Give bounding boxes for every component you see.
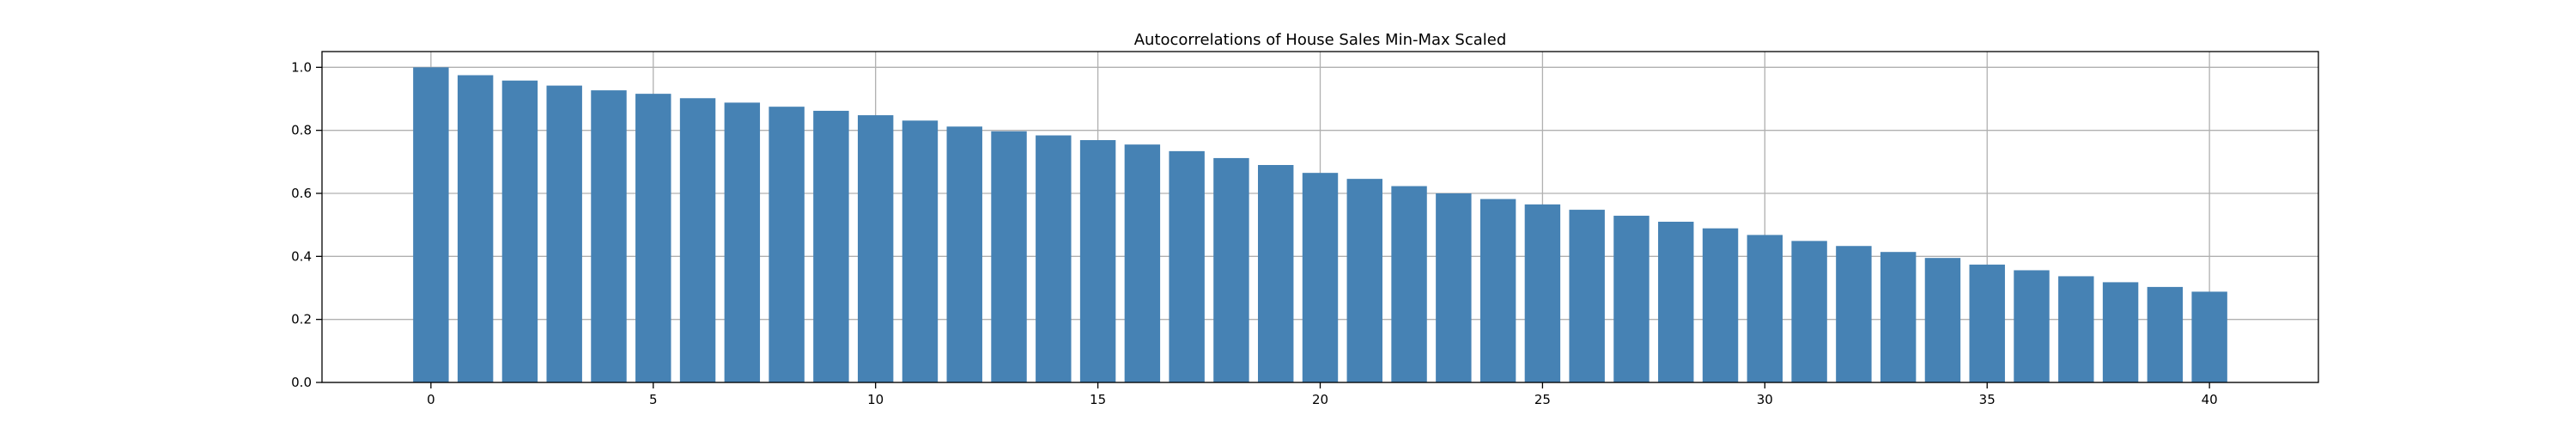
x-tick-label: 0 bbox=[427, 392, 435, 407]
bar-lag-14 bbox=[1036, 135, 1072, 383]
x-tick-label: 30 bbox=[1757, 392, 1773, 407]
bar-lag-21 bbox=[1346, 179, 1382, 382]
bar-lag-2 bbox=[501, 80, 538, 382]
bar-lag-1 bbox=[457, 75, 494, 382]
y-tick-label: 0.0 bbox=[291, 375, 312, 390]
bar-lag-20 bbox=[1302, 173, 1339, 382]
bar-lag-40 bbox=[2191, 291, 2227, 382]
x-tick-label: 5 bbox=[649, 392, 658, 407]
bar-lag-27 bbox=[1613, 216, 1649, 382]
bar-lag-34 bbox=[1924, 258, 1961, 382]
y-tick-label: 1.0 bbox=[291, 59, 312, 75]
y-tick-label: 0.2 bbox=[291, 312, 312, 327]
bar-lag-4 bbox=[591, 90, 627, 382]
bar-lag-13 bbox=[991, 131, 1027, 382]
x-tick-label: 25 bbox=[1534, 392, 1551, 407]
bar-lag-18 bbox=[1213, 157, 1249, 382]
bar-lag-0 bbox=[413, 67, 449, 382]
bar-lag-31 bbox=[1791, 241, 1827, 382]
bar-lag-39 bbox=[2147, 286, 2184, 382]
y-tick-label: 0.8 bbox=[291, 123, 312, 138]
bar-lag-33 bbox=[1880, 252, 1917, 382]
bar-lag-15 bbox=[1079, 140, 1116, 383]
bar-lag-35 bbox=[1969, 264, 2005, 382]
bar-lag-37 bbox=[2058, 276, 2094, 382]
bar-lag-17 bbox=[1169, 150, 1205, 382]
bar-lag-38 bbox=[2102, 282, 2139, 382]
x-tick-label: 40 bbox=[2202, 392, 2218, 407]
bar-lag-16 bbox=[1124, 144, 1161, 382]
bar-lag-30 bbox=[1747, 235, 1783, 382]
x-tick-label: 20 bbox=[1312, 392, 1328, 407]
bar-lag-5 bbox=[635, 94, 671, 382]
y-tick-label: 0.4 bbox=[291, 248, 312, 264]
bar-lag-24 bbox=[1479, 199, 1516, 382]
bar-lag-8 bbox=[769, 107, 805, 383]
bar-lag-12 bbox=[946, 126, 982, 382]
bar-lag-26 bbox=[1569, 210, 1605, 382]
x-tick-label: 35 bbox=[1979, 392, 1996, 407]
bar-lag-36 bbox=[2014, 270, 2050, 382]
y-tick-label: 0.6 bbox=[291, 186, 312, 201]
bar-lag-25 bbox=[1524, 204, 1561, 382]
bar-lag-3 bbox=[546, 85, 582, 382]
bar-lag-32 bbox=[1836, 246, 1872, 382]
bar-lag-11 bbox=[902, 120, 939, 383]
bar-lag-23 bbox=[1436, 193, 1472, 382]
bar-lag-7 bbox=[724, 102, 761, 383]
bar-lag-28 bbox=[1658, 222, 1694, 382]
bar-lag-10 bbox=[857, 115, 894, 383]
bar-lag-9 bbox=[813, 110, 849, 382]
x-tick-label: 15 bbox=[1090, 392, 1106, 407]
bars bbox=[413, 67, 2227, 383]
bar-lag-19 bbox=[1258, 165, 1294, 382]
chart-title: Autocorrelations of House Sales Min-Max … bbox=[1134, 31, 1507, 49]
axes: 0 5 10 15 20 25 30 35 40 0.0 0.2 0.4 0.6 0.8 1.0 bbox=[291, 51, 2319, 407]
bar-lag-29 bbox=[1702, 228, 1739, 382]
bar-lag-6 bbox=[679, 98, 716, 383]
x-tick-label: 10 bbox=[867, 392, 884, 407]
bar-lag-22 bbox=[1391, 186, 1427, 382]
